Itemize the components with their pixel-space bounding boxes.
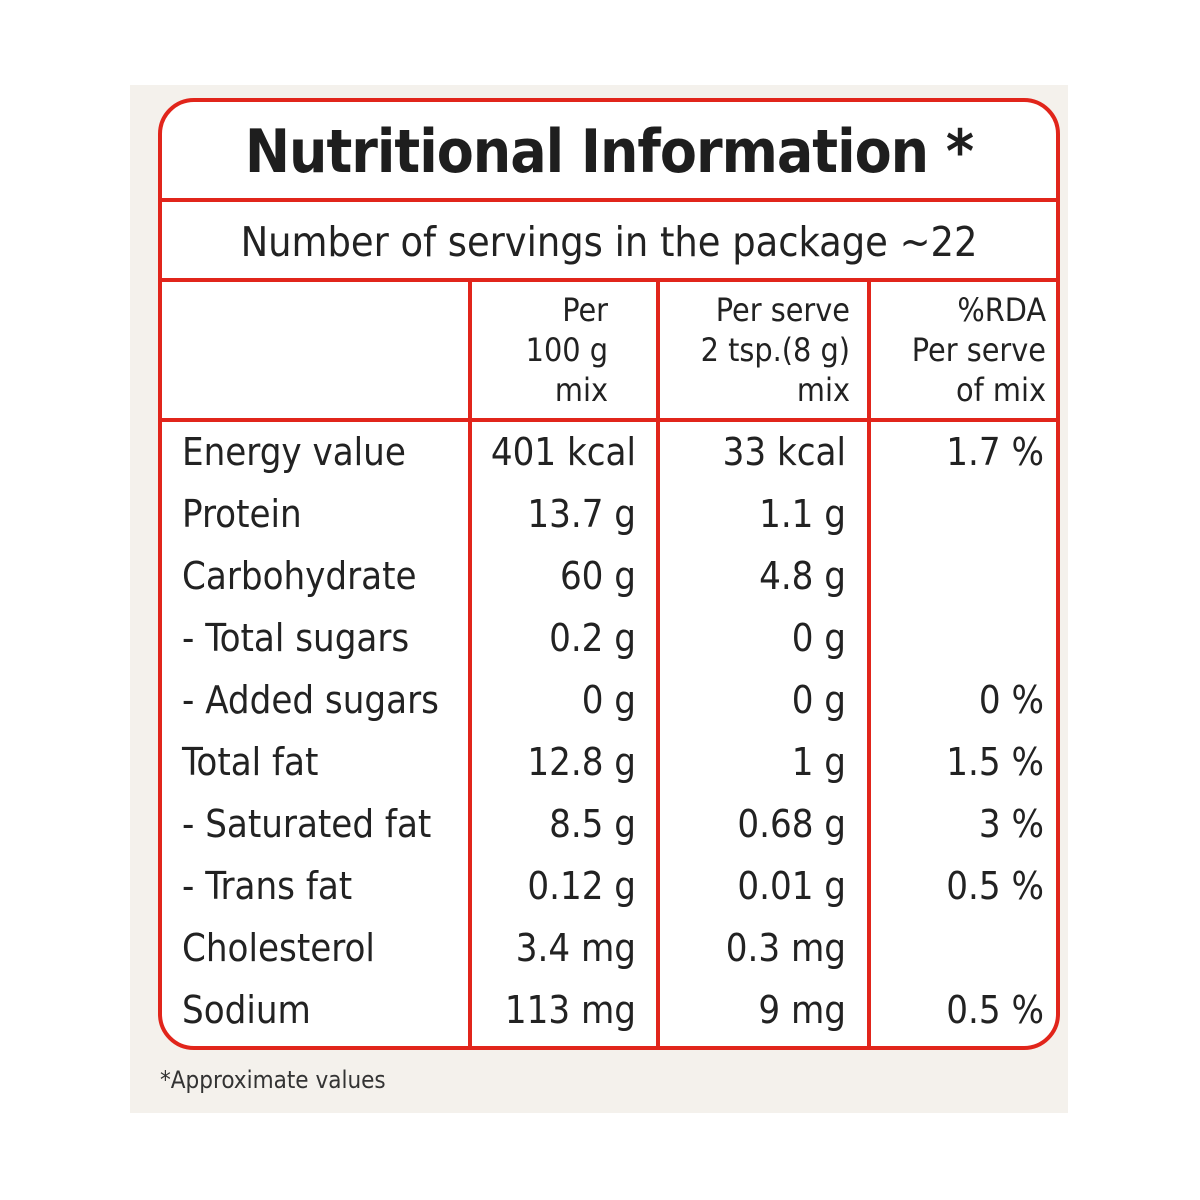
nutrient-name: Sodium	[182, 988, 311, 1032]
value-rda: 1.5 %	[946, 740, 1044, 784]
value-per-100g: 8.5 g	[549, 802, 636, 846]
value-per-100g: 0 g	[581, 678, 636, 722]
table-row: Carbohydrate 60 g 4.8 g	[162, 548, 1056, 610]
value-per-serve: 1 g	[791, 740, 846, 784]
table-row: - Saturated fat 8.5 g 0.68 g 3 %	[162, 796, 1056, 858]
value-per-serve: 4.8 g	[759, 554, 846, 598]
value-per-serve: 33 kcal	[722, 430, 846, 474]
nutrient-name: - Added sugars	[182, 678, 439, 722]
value-per-100g: 113 mg	[504, 988, 636, 1032]
nutrient-name: - Saturated fat	[182, 802, 432, 846]
table-row: Energy value 401 kcal 33 kcal 1.7 %	[162, 424, 1056, 486]
value-rda: 0.5 %	[946, 988, 1044, 1032]
table-title: Nutritional Information *	[244, 117, 974, 187]
nutrient-name: - Total sugars	[182, 616, 410, 660]
table-row: - Added sugars 0 g 0 g 0 %	[162, 672, 1056, 734]
nutrient-name: Energy value	[182, 430, 406, 474]
table-row: - Trans fat 0.12 g 0.01 g 0.5 %	[162, 858, 1056, 920]
value-per-serve: 0 g	[791, 616, 846, 660]
value-rda: 3 %	[978, 802, 1044, 846]
header-per-serve: Per serve 2 tsp.(8 g) mix	[700, 291, 850, 409]
nutrient-rows: Energy value 401 kcal 33 kcal 1.7 % Protein 1…	[162, 424, 1056, 1044]
nutrient-name: Carbohydrate	[182, 554, 417, 598]
value-per-serve: 0.01 g	[737, 864, 846, 908]
column-divider	[468, 282, 472, 1046]
nutrition-table: Nutritional Information * Number of serv…	[158, 98, 1060, 1050]
value-per-serve: 0.68 g	[737, 802, 846, 846]
table-row: Protein 13.7 g 1.1 g	[162, 486, 1056, 548]
header-rda: %RDA Per serve of mix	[911, 291, 1046, 409]
column-divider	[656, 282, 660, 1046]
table-row: Total fat 12.8 g 1 g 1.5 %	[162, 734, 1056, 796]
header-divider	[162, 418, 1056, 422]
value-rda: 1.7 %	[946, 430, 1044, 474]
value-per-100g: 401 kcal	[490, 430, 636, 474]
value-per-100g: 12.8 g	[527, 740, 636, 784]
value-per-serve: 1.1 g	[759, 492, 846, 536]
value-per-100g: 3.4 mg	[515, 926, 636, 970]
servings-count: Number of servings in the package ~22	[240, 218, 978, 266]
table-row: - Total sugars 0.2 g 0 g	[162, 610, 1056, 672]
value-per-100g: 60 g	[559, 554, 636, 598]
servings-divider	[162, 278, 1056, 282]
nutrient-name: Cholesterol	[182, 926, 375, 970]
value-per-100g: 0.12 g	[527, 864, 636, 908]
nutrient-name: Protein	[182, 492, 302, 536]
value-per-serve: 0.3 mg	[725, 926, 846, 970]
column-divider	[867, 282, 871, 1046]
value-per-serve: 9 mg	[758, 988, 846, 1032]
header-per-100g: Per 100 g mix	[525, 291, 608, 409]
nutrient-name: Total fat	[182, 740, 319, 784]
table-row: Sodium 113 mg 9 mg 0.5 %	[162, 982, 1056, 1044]
value-rda: 0.5 %	[946, 864, 1044, 908]
nutrient-name: - Trans fat	[182, 864, 353, 908]
value-per-100g: 13.7 g	[527, 492, 636, 536]
table-row: Cholesterol 3.4 mg 0.3 mg	[162, 920, 1056, 982]
value-per-serve: 0 g	[791, 678, 846, 722]
footnote: *Approximate values	[160, 1066, 386, 1094]
value-rda: 0 %	[978, 678, 1044, 722]
value-per-100g: 0.2 g	[549, 616, 636, 660]
title-divider	[162, 198, 1056, 202]
